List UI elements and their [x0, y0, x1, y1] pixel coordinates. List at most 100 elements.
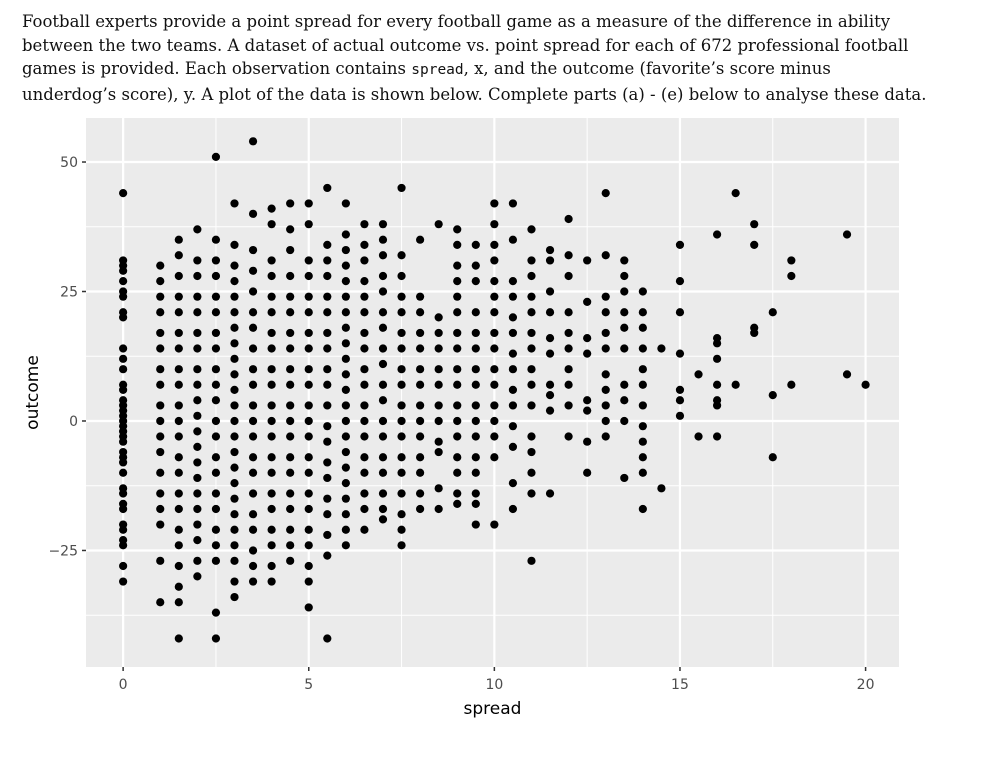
data-point [193, 442, 202, 451]
data-point [341, 494, 350, 503]
data-point [397, 401, 406, 410]
data-point [119, 292, 128, 301]
data-point [378, 396, 388, 405]
data-point [471, 380, 480, 389]
data-point [267, 204, 276, 213]
data-point [620, 396, 629, 405]
data-point [248, 287, 258, 296]
data-point [174, 468, 183, 477]
data-point [638, 422, 647, 431]
data-point [360, 220, 369, 229]
data-point [527, 365, 536, 374]
data-point [675, 308, 685, 317]
data-point [156, 504, 165, 514]
data-point [378, 359, 388, 369]
data-point [453, 489, 462, 498]
data-point [323, 365, 332, 374]
data-point [248, 416, 258, 426]
data-point [156, 292, 165, 301]
data-point [731, 380, 740, 389]
data-point [193, 556, 202, 565]
data-point [230, 447, 239, 457]
data-point [304, 541, 313, 550]
data-point [527, 344, 536, 353]
data-point [304, 401, 313, 410]
data-point [657, 344, 666, 353]
data-point [453, 416, 462, 426]
data-point [248, 266, 258, 275]
data-point [119, 313, 128, 322]
data-point [360, 292, 369, 301]
data-point [434, 380, 443, 389]
data-point [304, 271, 313, 281]
data-point [211, 634, 221, 643]
data-point [453, 365, 462, 374]
data-point [304, 328, 313, 338]
data-point [768, 453, 777, 462]
data-point [341, 308, 350, 317]
x-axis: 0 5 10 15 20 [119, 667, 875, 693]
data-point [508, 277, 518, 286]
data-point [638, 308, 647, 317]
data-point [397, 380, 406, 389]
data-point [174, 489, 183, 498]
data-point [471, 416, 480, 426]
data-point [286, 541, 295, 550]
data-point [471, 453, 480, 462]
data-point [490, 453, 499, 462]
data-point [453, 380, 462, 389]
data-point [323, 458, 332, 467]
data-point [286, 308, 295, 317]
data-point [712, 339, 722, 348]
data-point [416, 344, 425, 353]
data-point [267, 525, 276, 534]
data-point [360, 328, 369, 338]
data-point [508, 235, 518, 244]
data-point [564, 401, 573, 410]
data-point [267, 416, 276, 426]
data-point [620, 473, 629, 483]
data-point [230, 261, 239, 270]
data-point [508, 313, 518, 322]
data-point [174, 380, 183, 389]
data-point [453, 432, 462, 441]
data-point [286, 328, 295, 338]
data-point [304, 220, 313, 229]
data-point [527, 225, 536, 234]
data-point [286, 365, 295, 374]
data-point [323, 530, 332, 540]
data-point [453, 401, 462, 410]
data-point [211, 504, 221, 514]
data-point [323, 510, 332, 519]
data-point [267, 256, 276, 265]
data-point [304, 525, 313, 534]
data-point [416, 401, 425, 410]
data-point [620, 416, 629, 426]
data-point [248, 209, 258, 218]
data-point [230, 416, 239, 426]
data-point [174, 416, 183, 426]
data-point [453, 499, 462, 508]
data-point [211, 396, 221, 405]
data-point [286, 199, 295, 208]
data-point [304, 504, 313, 514]
data-point [490, 401, 499, 410]
data-point [193, 344, 202, 353]
data-point [360, 432, 369, 441]
data-point [564, 214, 573, 224]
data-point [712, 380, 722, 389]
data-point [230, 432, 239, 441]
data-point [193, 365, 202, 374]
data-point [304, 603, 313, 612]
data-point [583, 406, 592, 415]
data-point [453, 225, 462, 234]
data-point [601, 308, 610, 317]
data-point [360, 308, 369, 317]
data-point [360, 504, 369, 514]
data-point [248, 308, 258, 317]
data-point [527, 328, 536, 338]
data-point [323, 422, 332, 431]
data-point [230, 592, 239, 602]
data-point [453, 328, 462, 338]
data-point [638, 380, 647, 389]
